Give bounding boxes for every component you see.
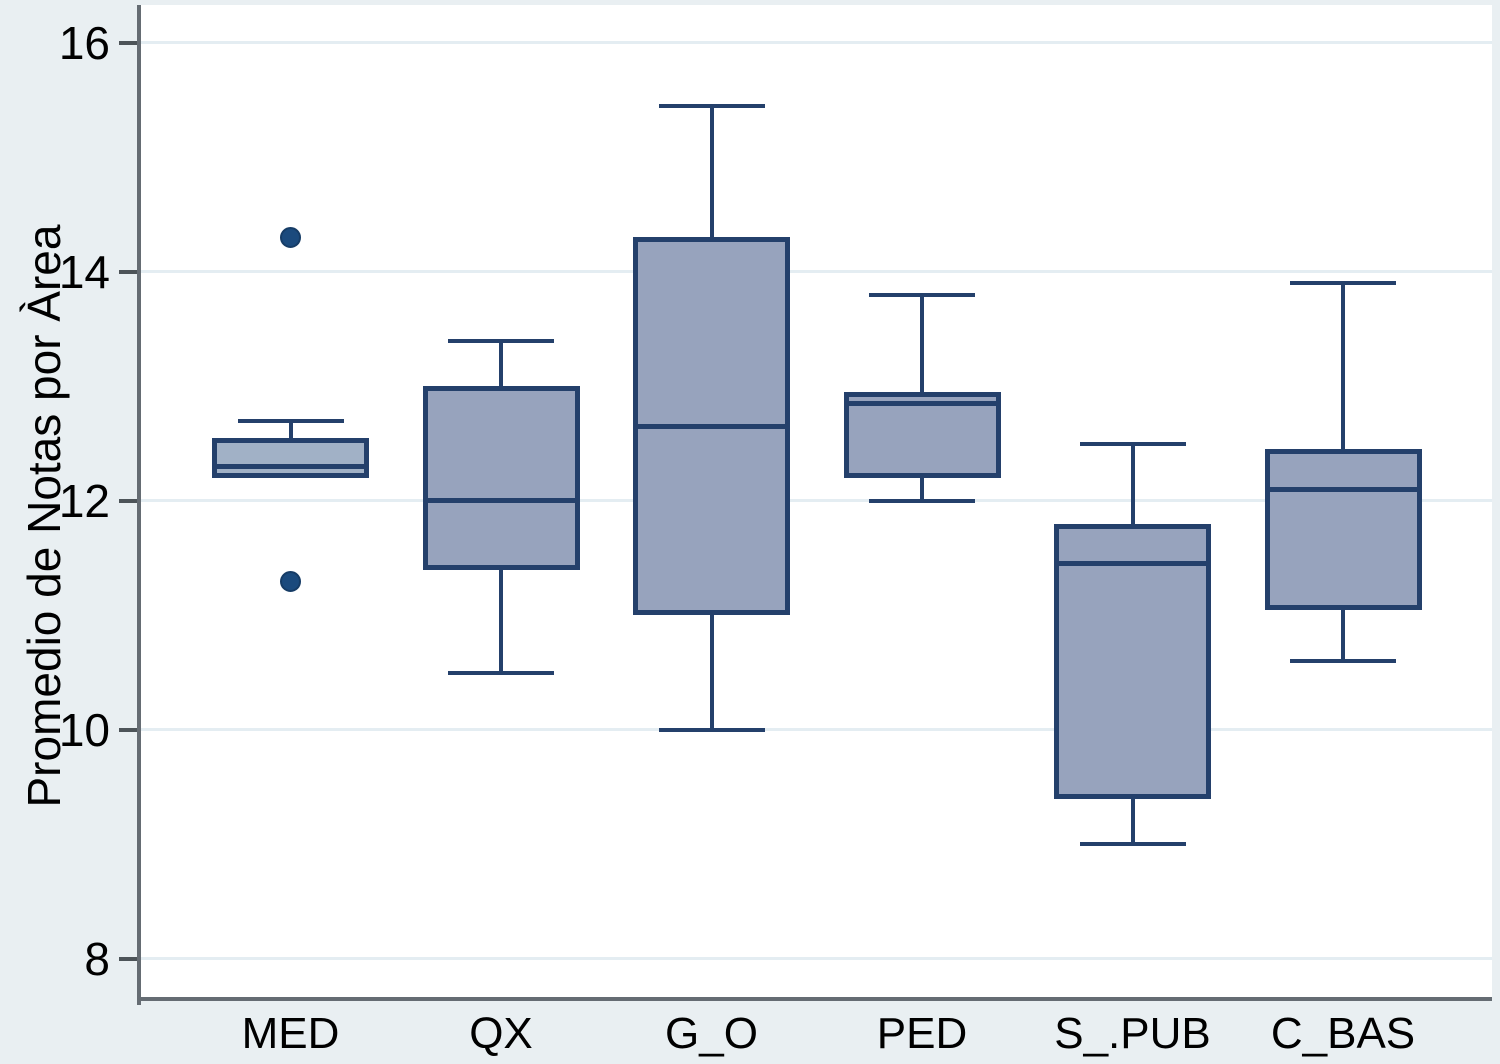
x-category-label-PED: PED: [876, 1009, 968, 1058]
median-line: [843, 401, 1001, 407]
whisker-upper-stem: [1341, 283, 1345, 450]
whisker-lower-cap: [1290, 659, 1396, 664]
y-gridline: [139, 499, 1492, 503]
y-tick-label: 16: [58, 16, 110, 69]
y-tick-label: 8: [84, 932, 110, 985]
y-tick: [119, 498, 139, 503]
outlier-dot: [280, 226, 301, 248]
whisker-lower-stem: [499, 569, 503, 673]
whisker-upper-stem: [709, 105, 714, 238]
whisker-upper-cap: [869, 292, 975, 297]
y-tick: [119, 727, 139, 732]
box-rect: [843, 392, 1001, 478]
median-line: [212, 464, 369, 469]
whisker-upper-cap: [448, 338, 554, 343]
x-category-label-G_O: G_O: [665, 1009, 758, 1058]
x-category-label-QX: QX: [469, 1009, 533, 1058]
whisker-lower-cap: [658, 727, 765, 732]
whisker-upper-cap: [237, 418, 344, 423]
y-gridline: [139, 41, 1492, 45]
whisker-upper-stem: [920, 294, 924, 393]
y-tick-label: 12: [58, 474, 110, 527]
whisker-lower-cap: [448, 670, 554, 675]
y-tick: [119, 269, 139, 274]
y-axis-line: [137, 5, 141, 1005]
x-category-label-MED: MED: [241, 1009, 340, 1058]
outlier-dot: [280, 570, 301, 592]
whisker-lower-stem: [1341, 609, 1345, 662]
whisker-upper-cap: [1290, 281, 1396, 286]
y-gridline: [139, 270, 1492, 274]
median-line: [422, 498, 580, 504]
whisker-upper-stem: [499, 340, 503, 387]
y-tick: [119, 40, 139, 45]
x-axis-line: [137, 997, 1492, 1001]
box-rect: [1054, 523, 1211, 799]
y-tick: [119, 956, 139, 961]
median-line: [633, 423, 790, 429]
y-axis-title: Promedio de Notas por Àrea: [18, 224, 70, 808]
whisker-upper-stem: [288, 420, 293, 438]
y-gridline: [139, 728, 1492, 732]
y-tick-label: 10: [58, 703, 110, 756]
y-tick-label: 14: [58, 245, 110, 298]
whisker-upper-cap: [658, 103, 765, 108]
whisker-lower-cap: [1079, 842, 1186, 847]
x-category-label-S_.PUB: S_.PUB: [1054, 1009, 1211, 1058]
y-gridline: [139, 957, 1492, 961]
whisker-lower-stem: [1130, 798, 1135, 845]
whisker-lower-cap: [869, 498, 975, 503]
whisker-lower-stem: [709, 615, 714, 730]
whisker-upper-stem: [1130, 443, 1135, 524]
box-rect: [422, 386, 580, 570]
box-rect: [212, 437, 369, 478]
median-line: [1054, 561, 1211, 567]
median-line: [1264, 486, 1422, 492]
x-category-label-C_BAS: C_BAS: [1270, 1009, 1416, 1058]
whisker-upper-cap: [1079, 441, 1186, 446]
box-rect: [1264, 449, 1422, 610]
whisker-lower-stem: [920, 477, 924, 501]
